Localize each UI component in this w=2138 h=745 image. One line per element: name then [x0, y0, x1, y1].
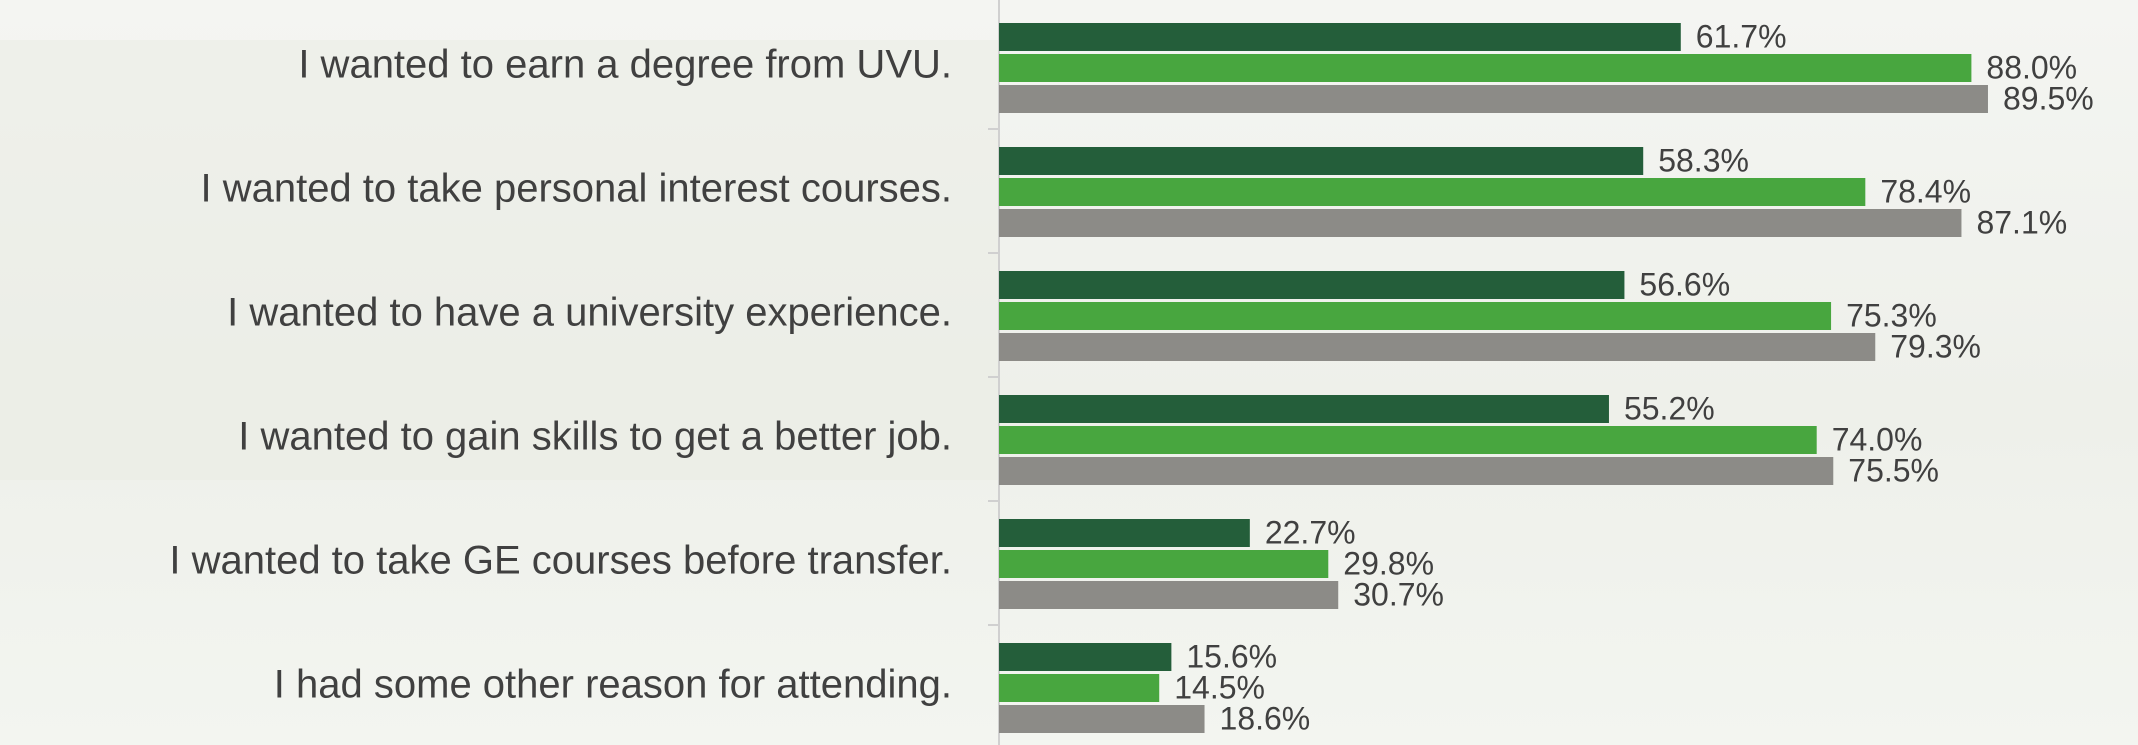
category-label: I wanted to take personal interest cours…	[200, 167, 952, 211]
bar	[999, 209, 1961, 237]
bar	[999, 395, 1609, 423]
bar	[999, 426, 1817, 454]
value-label: 56.6%	[1639, 266, 1730, 302]
bar	[999, 85, 1988, 113]
category-label: I had some other reason for attending.	[274, 663, 952, 707]
category-label: I wanted to have a university experience…	[227, 291, 952, 335]
bar	[999, 457, 1833, 485]
bar	[999, 147, 1643, 175]
category-label: I wanted to gain skills to get a better …	[238, 415, 952, 459]
bar	[999, 519, 1250, 547]
chart: I wanted to earn a degree from UVU. 61.7%…	[0, 0, 2138, 745]
value-label: 79.3%	[1890, 328, 1981, 364]
bar	[999, 271, 1624, 299]
bar	[999, 643, 1171, 671]
bar	[999, 178, 1865, 206]
value-label: 89.5%	[2003, 80, 2094, 116]
bar	[999, 581, 1338, 609]
value-label: 78.4%	[1880, 173, 1971, 209]
value-label: 75.5%	[1848, 452, 1939, 488]
category-label: I wanted to earn a degree from UVU.	[298, 43, 952, 87]
bar	[999, 674, 1159, 702]
bar	[999, 705, 1205, 733]
value-label: 22.7%	[1265, 514, 1356, 550]
bar	[999, 54, 1971, 82]
page: {"chart_data": {"type": "hbar", "categor…	[0, 0, 2138, 745]
bar	[999, 550, 1328, 578]
value-label: 58.3%	[1658, 142, 1749, 178]
value-label: 61.7%	[1696, 18, 1787, 54]
value-label: 55.2%	[1624, 390, 1715, 426]
category-label: I wanted to take GE courses before trans…	[169, 539, 952, 583]
value-label: 18.6%	[1220, 700, 1311, 736]
bar	[999, 23, 1681, 51]
value-label: 30.7%	[1353, 576, 1444, 612]
bar	[999, 302, 1831, 330]
bar	[999, 333, 1875, 361]
value-label: 87.1%	[1976, 204, 2067, 240]
